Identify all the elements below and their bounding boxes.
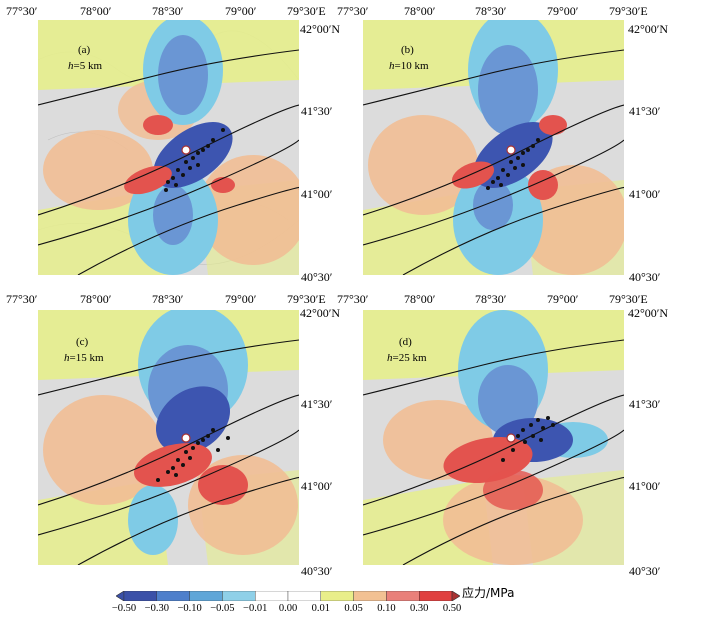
stress-map-b — [363, 20, 624, 275]
depth-var-d: h — [387, 352, 393, 364]
colorbar-segment — [189, 591, 223, 601]
lon-label: 78°00′ — [404, 4, 436, 18]
lat-label: 41°30′ — [301, 397, 333, 411]
lat-label: 40°30′ — [629, 270, 661, 284]
depth-value-d: =25 km — [392, 352, 427, 364]
lat-label: 40°30′ — [301, 564, 333, 578]
colorbar-segment — [222, 591, 256, 601]
map-panel-c: (c) h=15 km — [38, 310, 299, 565]
lon-label: 79°00′ — [225, 292, 257, 306]
depth-label-d: h=25 km — [387, 352, 427, 364]
lat-label: 42°00′N — [628, 22, 669, 36]
lon-label: 78°30′ — [152, 292, 184, 306]
colorbar-segment — [353, 591, 387, 601]
depth-label-a: h=5 km — [68, 60, 102, 72]
colorbar-tick-label: 0.05 — [344, 603, 363, 614]
lon-label: 78°30′ — [475, 4, 507, 18]
lon-label: 79°00′ — [547, 292, 579, 306]
depth-label-b: h=10 km — [389, 60, 429, 72]
map-panel-a: (a) h=5 km — [38, 20, 299, 275]
map-panel-d: (d) h=25 km — [363, 310, 624, 565]
lat-label: 42°00′N — [300, 306, 341, 320]
colorbar-segment — [287, 591, 321, 601]
map-panel-b: (b) h=10 km — [363, 20, 624, 275]
lon-label: 78°30′ — [475, 292, 507, 306]
lat-label: 41°00′ — [629, 479, 661, 493]
colorbar-tick-label: −0.05 — [210, 603, 235, 614]
lon-label: 79°00′ — [225, 4, 257, 18]
colorbar-title: 应力/MPa — [462, 586, 515, 600]
panel-tag-b: (b) — [401, 44, 414, 56]
colorbar-arrow-right — [451, 591, 460, 601]
lat-label: 41°30′ — [629, 104, 661, 118]
lat-label: 41°00′ — [629, 187, 661, 201]
lon-label: 79°30′E — [287, 4, 326, 18]
lat-label: 42°00′N — [628, 306, 669, 320]
colorbar-tick-label: −0.10 — [177, 603, 202, 614]
lon-label: 78°00′ — [404, 292, 436, 306]
lon-label: 79°00′ — [547, 4, 579, 18]
stress-map-d — [363, 310, 624, 565]
lon-label: 78°00′ — [80, 4, 112, 18]
colorbar-segment — [419, 591, 453, 601]
lon-label: 77°30′ — [337, 292, 369, 306]
colorbar-tick-label: −0.50 — [111, 603, 137, 614]
lon-label: 78°30′ — [152, 4, 184, 18]
depth-label-c: h=15 km — [64, 352, 104, 364]
lat-label: 41°30′ — [301, 104, 333, 118]
colorbar-segment — [254, 591, 289, 601]
colorbar-segment — [123, 591, 157, 601]
depth-value-a: =5 km — [73, 60, 103, 72]
lon-label: 78°00′ — [80, 292, 112, 306]
colorbar-tick-label: −0.30 — [144, 603, 169, 614]
stress-colorbar — [116, 591, 460, 601]
depth-var-a: h — [68, 60, 74, 72]
stress-map-a — [38, 20, 299, 275]
colorbar-arrow-left — [116, 591, 125, 601]
lat-label: 40°30′ — [301, 270, 333, 284]
colorbar-tick-label: −0.01 — [243, 603, 268, 614]
colorbar-tick-label: 0.01 — [311, 603, 330, 614]
lon-label: 77°30′ — [337, 4, 369, 18]
depth-value-c: =15 km — [69, 352, 104, 364]
colorbar-tick-label: 0.10 — [377, 603, 396, 614]
panel-tag-c: (c) — [76, 336, 89, 348]
colorbar-tick-label: 0.00 — [278, 603, 298, 614]
lat-label: 41°00′ — [301, 479, 333, 493]
lon-label: 79°30′E — [609, 292, 648, 306]
colorbar-tick-label: 0.50 — [442, 603, 462, 614]
lon-label: 77°30′ — [6, 292, 38, 306]
panel-tag-a: (a) — [78, 44, 91, 56]
depth-value-b: =10 km — [394, 60, 429, 72]
lat-label: 41°30′ — [629, 397, 661, 411]
stress-map-c — [38, 310, 299, 565]
lon-label: 77°30′ — [6, 4, 38, 18]
lat-label: 41°00′ — [301, 187, 333, 201]
colorbar-segment — [156, 591, 190, 601]
depth-var-b: h — [389, 60, 395, 72]
depth-var-c: h — [64, 352, 70, 364]
lon-label: 79°30′E — [287, 292, 326, 306]
lat-label: 40°30′ — [629, 564, 661, 578]
panel-tag-d: (d) — [399, 336, 412, 348]
colorbar-segment — [320, 591, 354, 601]
colorbar-tick-label: 0.30 — [410, 603, 429, 614]
lon-label: 79°30′E — [609, 4, 648, 18]
lat-label: 42°00′N — [300, 22, 341, 36]
colorbar-segment — [386, 591, 420, 601]
